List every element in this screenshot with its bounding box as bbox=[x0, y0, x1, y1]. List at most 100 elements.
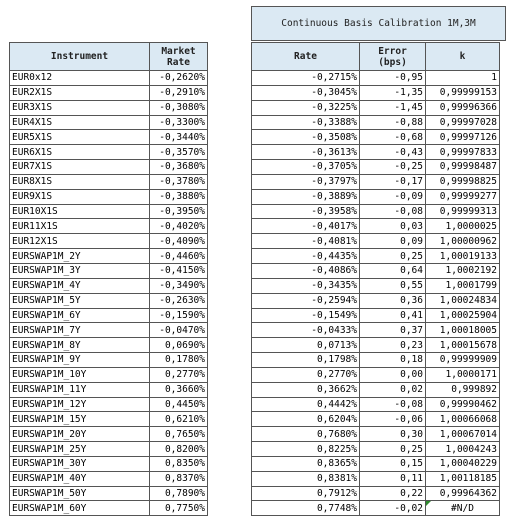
k-cell[interactable]: 1,00015678 bbox=[425, 337, 500, 354]
error-cell[interactable]: 0,22 bbox=[359, 485, 426, 502]
k-cell[interactable]: 0,99999153 bbox=[425, 84, 500, 101]
k-cell[interactable]: 1,0004243 bbox=[425, 441, 500, 457]
error-cell[interactable]: -1,45 bbox=[359, 99, 426, 116]
market-rate-cell[interactable]: 0,4450% bbox=[149, 396, 208, 413]
instrument-cell[interactable]: EUR9X1S bbox=[9, 188, 150, 205]
market-rate-cell[interactable]: -0,3780% bbox=[149, 173, 208, 190]
error-cell[interactable]: 0,18 bbox=[359, 352, 426, 368]
rate-cell[interactable]: 0,3662% bbox=[251, 381, 360, 398]
instrument-cell[interactable]: EUR2X1S bbox=[9, 84, 150, 101]
market-rate-cell[interactable]: 0,7650% bbox=[149, 426, 208, 443]
k-cell[interactable]: 1 bbox=[425, 70, 500, 86]
k-cell[interactable]: 1,00018005 bbox=[425, 322, 500, 339]
instrument-cell[interactable]: EUR12X1S bbox=[9, 233, 150, 250]
market-rate-cell[interactable]: -0,3880% bbox=[149, 188, 208, 205]
market-rate-cell[interactable]: 0,7890% bbox=[149, 485, 208, 502]
k-cell[interactable]: 0,99997028 bbox=[425, 114, 500, 131]
k-cell[interactable]: 1,0000171 bbox=[425, 366, 500, 383]
rate-cell[interactable]: -0,3388% bbox=[251, 114, 360, 131]
error-cell[interactable]: -0,02 bbox=[359, 500, 426, 517]
k-cell[interactable]: 1,00025904 bbox=[425, 307, 500, 324]
instrument-cell[interactable]: EURSWAP1M_40Y bbox=[9, 470, 150, 487]
k-cell[interactable]: #N/D bbox=[425, 500, 500, 517]
error-cell[interactable]: -0,25 bbox=[359, 159, 426, 175]
error-cell[interactable]: 0,00 bbox=[359, 366, 426, 383]
instrument-cell[interactable]: EUR10X1S bbox=[9, 203, 150, 220]
error-cell[interactable]: 0,03 bbox=[359, 218, 426, 235]
market-rate-cell[interactable]: -0,3570% bbox=[149, 144, 208, 161]
rate-cell[interactable]: 0,2770% bbox=[251, 366, 360, 383]
instrument-cell[interactable]: EURSWAP1M_25Y bbox=[9, 441, 150, 457]
k-cell[interactable]: 1,0001799 bbox=[425, 277, 500, 294]
k-cell[interactable]: 1,00019133 bbox=[425, 248, 500, 264]
rate-cell[interactable]: -0,3705% bbox=[251, 159, 360, 175]
instrument-header[interactable]: Instrument bbox=[9, 42, 150, 71]
rate-cell[interactable]: 0,6204% bbox=[251, 411, 360, 428]
rate-cell[interactable]: 0,1798% bbox=[251, 352, 360, 368]
error-cell[interactable]: 0,25 bbox=[359, 248, 426, 264]
k-cell[interactable]: 0,99997833 bbox=[425, 144, 500, 161]
error-cell[interactable]: -0,06 bbox=[359, 411, 426, 428]
market-rate-cell[interactable]: -0,2910% bbox=[149, 84, 208, 101]
k-cell[interactable]: 1,00024834 bbox=[425, 292, 500, 309]
k-cell[interactable]: 0,99999313 bbox=[425, 203, 500, 220]
error-header[interactable]: Error (bps) bbox=[359, 42, 426, 71]
rate-cell[interactable]: -0,3435% bbox=[251, 277, 360, 294]
k-cell[interactable]: 1,0002192 bbox=[425, 262, 500, 279]
instrument-cell[interactable]: EURSWAP1M_20Y bbox=[9, 426, 150, 443]
error-cell[interactable]: -0,08 bbox=[359, 203, 426, 220]
error-cell[interactable]: 0,64 bbox=[359, 262, 426, 279]
market-rate-cell[interactable]: -0,2630% bbox=[149, 292, 208, 309]
rate-cell[interactable]: 0,7748% bbox=[251, 500, 360, 517]
instrument-cell[interactable]: EURSWAP1M_5Y bbox=[9, 292, 150, 309]
k-cell[interactable]: 0,99999909 bbox=[425, 352, 500, 368]
market-rate-cell[interactable]: -0,1590% bbox=[149, 307, 208, 324]
error-cell[interactable]: 0,55 bbox=[359, 277, 426, 294]
market-rate-cell[interactable]: 0,8350% bbox=[149, 455, 208, 472]
instrument-cell[interactable]: EURSWAP1M_4Y bbox=[9, 277, 150, 294]
market-rate-cell[interactable]: 0,6210% bbox=[149, 411, 208, 428]
market-rate-cell[interactable]: 0,1780% bbox=[149, 352, 208, 368]
k-cell[interactable]: 1,0000025 bbox=[425, 218, 500, 235]
rate-cell[interactable]: -0,4086% bbox=[251, 262, 360, 279]
instrument-cell[interactable]: EUR11X1S bbox=[9, 218, 150, 235]
instrument-cell[interactable]: EURSWAP1M_10Y bbox=[9, 366, 150, 383]
rate-cell[interactable]: -0,4435% bbox=[251, 248, 360, 264]
instrument-cell[interactable]: EUR8X1S bbox=[9, 173, 150, 190]
error-cell[interactable]: 0,37 bbox=[359, 322, 426, 339]
market-rate-cell[interactable]: -0,2620% bbox=[149, 70, 208, 86]
rate-cell[interactable]: 0,0713% bbox=[251, 337, 360, 354]
error-cell[interactable]: 0,15 bbox=[359, 455, 426, 472]
instrument-cell[interactable]: EURSWAP1M_60Y bbox=[9, 500, 150, 517]
k-cell[interactable]: 0,99998825 bbox=[425, 173, 500, 190]
error-cell[interactable]: 0,02 bbox=[359, 381, 426, 398]
rate-cell[interactable]: -0,4017% bbox=[251, 218, 360, 235]
error-cell[interactable]: -0,17 bbox=[359, 173, 426, 190]
k-header[interactable]: k bbox=[425, 42, 500, 71]
error-cell[interactable]: 0,23 bbox=[359, 337, 426, 354]
k-cell[interactable]: 1,00118185 bbox=[425, 470, 500, 487]
k-cell[interactable]: 0,999892 bbox=[425, 381, 500, 398]
k-cell[interactable]: 1,00067014 bbox=[425, 426, 500, 443]
error-cell[interactable]: -0,68 bbox=[359, 129, 426, 146]
error-cell[interactable]: 0,25 bbox=[359, 441, 426, 457]
rate-cell[interactable]: -0,3958% bbox=[251, 203, 360, 220]
rate-cell[interactable]: -0,0433% bbox=[251, 322, 360, 339]
market-rate-cell[interactable]: 0,7750% bbox=[149, 500, 208, 517]
rate-cell[interactable]: -0,4081% bbox=[251, 233, 360, 250]
rate-cell[interactable]: 0,7680% bbox=[251, 426, 360, 443]
market-rate-cell[interactable]: -0,3680% bbox=[149, 159, 208, 175]
instrument-cell[interactable]: EURSWAP1M_50Y bbox=[9, 485, 150, 502]
market-rate-cell[interactable]: -0,4460% bbox=[149, 248, 208, 264]
market-rate-cell[interactable]: 0,3660% bbox=[149, 381, 208, 398]
instrument-cell[interactable]: EUR0x12 bbox=[9, 70, 150, 86]
instrument-cell[interactable]: EURSWAP1M_11Y bbox=[9, 381, 150, 398]
rate-cell[interactable]: -0,3225% bbox=[251, 99, 360, 116]
market-rate-cell[interactable]: -0,4090% bbox=[149, 233, 208, 250]
rate-cell[interactable]: -0,3045% bbox=[251, 84, 360, 101]
error-cell[interactable]: 0,09 bbox=[359, 233, 426, 250]
k-cell[interactable]: 1,00000962 bbox=[425, 233, 500, 250]
rate-cell[interactable]: -0,2715% bbox=[251, 70, 360, 86]
market-rate-cell[interactable]: -0,3440% bbox=[149, 129, 208, 146]
k-cell[interactable]: 0,99999277 bbox=[425, 188, 500, 205]
